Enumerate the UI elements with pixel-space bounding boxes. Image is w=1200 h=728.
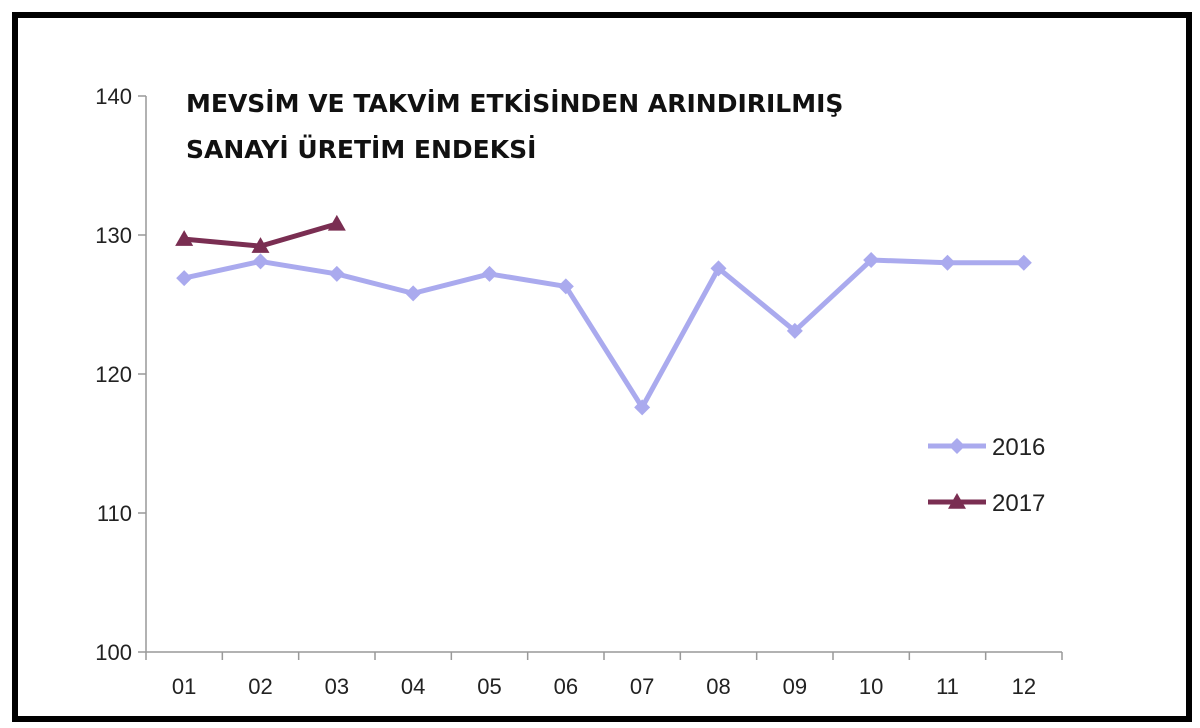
y-tick-label: 140 (95, 84, 132, 109)
y-tick-label: 100 (95, 640, 132, 665)
data-point-2016-05 (481, 265, 498, 282)
x-tick-label: 02 (248, 674, 272, 699)
legend-swatch-marker (949, 438, 965, 454)
data-point-2017-01 (175, 230, 194, 246)
series-2017 (175, 214, 346, 253)
x-tick-label: 06 (554, 674, 578, 699)
legend-label: 2017 (992, 490, 1045, 517)
x-ticks: 01 02 03 04 05 06 07 08 09 10 11 12 (145, 652, 1063, 699)
x-tick-label: 05 (477, 674, 501, 699)
legend: 2016 2017 (928, 434, 1045, 517)
data-point-2016-01 (176, 270, 193, 287)
chart-frame: 100 110 120 130 140 01 02 03 04 05 06 07 08 09 10 11 12… (12, 12, 1192, 722)
data-point-2016-08 (710, 260, 727, 277)
chart-title-line-2: SANAYİ ÜRETİM ENDEKSİ (186, 134, 536, 164)
y-tick-label: 130 (95, 223, 132, 248)
data-point-2016-02 (252, 253, 269, 270)
y-tick-label: 120 (95, 362, 132, 387)
data-point-2017-03 (327, 214, 346, 231)
data-point-2016-03 (328, 265, 345, 282)
x-tick-label: 12 (1012, 674, 1036, 699)
x-tick-label: 01 (172, 674, 196, 699)
x-tick-label: 10 (859, 674, 883, 699)
legend-swatch-marker (948, 493, 966, 509)
series-layer (175, 214, 1032, 416)
chart-title: MEVSİM VE TAKVİM ETKİSİNDEN ARINDIRILMIŞ… (186, 88, 843, 164)
data-point-2017-02 (251, 237, 270, 253)
x-tick-label: 09 (783, 674, 807, 699)
data-point-2016-06 (557, 278, 574, 295)
chart-title-line-1: MEVSİM VE TAKVİM ETKİSİNDEN ARINDIRILMIŞ (186, 88, 843, 118)
series-line-2016 (181, 257, 1027, 410)
data-point-2016-07 (634, 399, 651, 416)
line-chart: 100 110 120 130 140 01 02 03 04 05 06 07 08 09 10 11 12… (95, 84, 1063, 699)
x-tick-label: 08 (706, 674, 730, 699)
x-tick-label: 04 (401, 674, 425, 699)
x-tick-label: 07 (630, 674, 654, 699)
data-point-2016-04 (405, 285, 422, 302)
x-tick-label: 11 (936, 674, 959, 699)
y-tick-label: 110 (97, 501, 132, 526)
data-point-2016-09 (786, 322, 803, 339)
y-ticks: 100 110 120 130 140 (95, 84, 146, 665)
axes (145, 96, 1062, 653)
data-point-2016-10 (863, 252, 880, 269)
x-tick-label: 03 (325, 674, 349, 699)
data-point-2016-11 (939, 254, 956, 271)
data-point-2016-12 (1015, 254, 1032, 271)
legend-item-2017: 2017 (928, 490, 1045, 517)
legend-item-2016: 2016 (928, 434, 1045, 461)
series-2016 (176, 252, 1032, 416)
legend-label: 2016 (992, 434, 1045, 461)
